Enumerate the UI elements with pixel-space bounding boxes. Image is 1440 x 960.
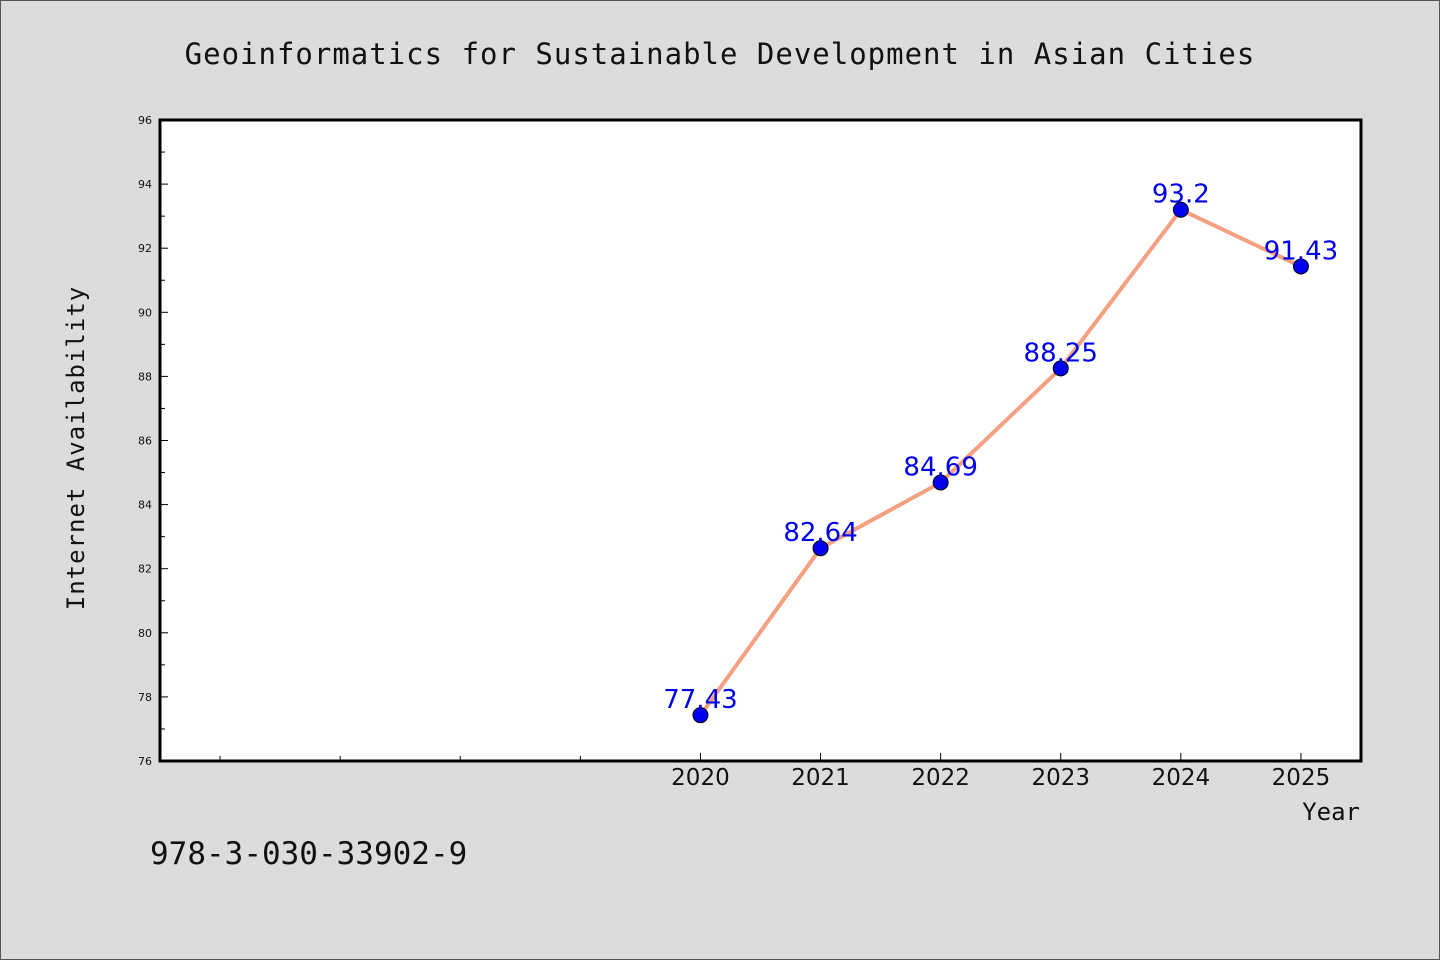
y-tick-label: 88 [138,370,152,383]
chart-title: Geoinformatics for Sustainable Developme… [185,37,1256,71]
x-tick-label: 2023 [1031,765,1090,791]
y-tick-label: 92 [138,242,152,255]
y-tick-label: 84 [138,499,152,512]
x-axis: 2020 2021 2022 2023 2024 2025 [219,753,1331,791]
y-tick-label: 80 [138,627,152,640]
x-tick-label: 2021 [791,765,850,791]
data-point [1172,201,1189,218]
x-axis-label: Year [1302,798,1360,826]
plot-area [158,118,1363,763]
y-tick-label: 82 [138,563,152,576]
data-point [1292,258,1309,275]
y-tick-label: 76 [138,755,152,768]
y-tick-label: 94 [138,178,152,191]
y-tick-label: 90 [138,306,152,319]
data-point [1052,360,1069,377]
data-point [932,474,949,491]
x-tick-label: 2020 [671,765,730,791]
series-line [698,207,1303,718]
data-point [812,540,829,557]
y-axis: 76 78 80 82 84 86 88 90 92 94 96 [138,114,168,768]
x-tick-label: 2025 [1272,765,1331,791]
series-points [692,201,1309,724]
isbn-label: 978-3-030-33902-9 [150,836,467,872]
data-label: 77.43 [663,685,737,715]
x-tick-label: 2022 [911,765,970,791]
y-tick-label: 96 [138,114,152,127]
x-tick-label: 2024 [1152,765,1211,791]
y-axis-label: Internet Availability [62,286,90,610]
data-label: 88.25 [1024,338,1098,368]
data-point [692,707,709,724]
y-tick-label: 78 [138,691,152,704]
data-label: 91.43 [1264,236,1338,266]
data-label: 82.64 [783,518,857,548]
y-tick-label: 86 [138,435,152,448]
data-label: 84.69 [903,452,977,482]
data-label: 93.2 [1152,180,1210,210]
data-labels: 77.43 82.64 84.69 88.25 93.2 91.43 [663,180,1338,715]
